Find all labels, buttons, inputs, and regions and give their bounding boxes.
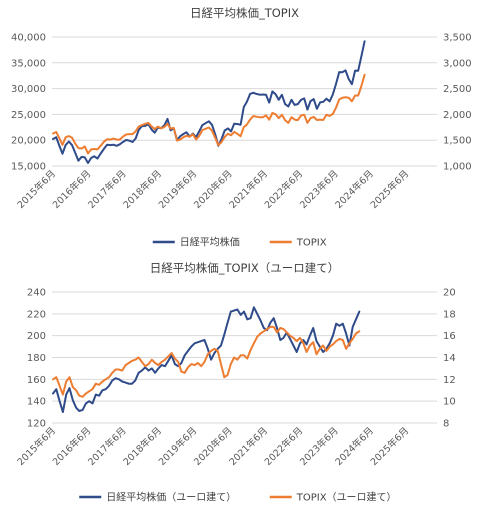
- y-right-tick-label: 10: [443, 397, 456, 408]
- series-line-topix: [52, 325, 361, 398]
- y-right-tick-label: 8: [443, 419, 449, 430]
- y-right-tick-label: 14: [443, 353, 456, 364]
- y-right-tick-label: 1,000: [443, 162, 472, 173]
- chart-title: 日経平均株価_TOPIX（ユーロ建て）: [150, 261, 340, 275]
- x-tick-label: 2025年6月: [368, 168, 411, 211]
- chart-title: 日経平均株価_TOPIX: [190, 6, 299, 20]
- y-right-tick-label: 2,000: [443, 110, 472, 121]
- legend-label: TOPIX: [296, 238, 327, 249]
- y-left-tick-label: 15,000: [11, 162, 46, 173]
- y-right-tick-label: 12: [443, 375, 456, 386]
- chart-2: 日経平均株価_TOPIX（ユーロ建て） 120 8 140 10 160 12 180 14 20…: [15, 261, 456, 504]
- y-left-tick-label: 180: [27, 353, 46, 364]
- legend-label: 日経平均株価（ユーロ建て）: [106, 491, 236, 504]
- y-left-tick-label: 40,000: [11, 33, 46, 44]
- y-right-tick-label: 16: [443, 331, 456, 342]
- chart-1: 日経平均株価_TOPIX 15,000 1,000 20,000 1,500 25,000…: [11, 6, 472, 249]
- y-right-tick-label: 3,500: [443, 33, 472, 44]
- y-left-tick-label: 140: [27, 397, 46, 408]
- y-left-tick-label: 30,000: [11, 84, 46, 95]
- y-right-tick-label: 20: [443, 288, 456, 299]
- y-right-tick-label: 18: [443, 309, 456, 320]
- series-line-nikkei: [52, 306, 361, 414]
- y-left-tick-label: 25,000: [11, 110, 46, 121]
- y-left-tick-label: 20,000: [11, 136, 46, 147]
- y-left-tick-label: 240: [27, 288, 46, 299]
- legend-label: 日経平均株価: [180, 236, 240, 249]
- legend: 日経平均株価 TOPIX: [152, 236, 327, 249]
- y-left-tick-label: 160: [27, 375, 46, 386]
- y-left-tick-label: 120: [27, 419, 46, 430]
- y-left-tick-label: 35,000: [11, 58, 46, 69]
- legend-label: TOPIX（ユーロ建て）: [296, 491, 397, 504]
- y-left-tick-label: 220: [27, 309, 46, 320]
- series-line-topix: [52, 73, 366, 155]
- series-line-nikkei: [52, 40, 366, 164]
- y-right-tick-label: 1,500: [443, 136, 472, 147]
- y-right-tick-label: 2,500: [443, 84, 472, 95]
- y-right-tick-label: 3,000: [443, 58, 472, 69]
- x-tick-label: 2025年6月: [368, 425, 411, 468]
- y-left-tick-label: 200: [27, 331, 46, 342]
- legend: 日経平均株価（ユーロ建て） TOPIX（ユーロ建て）: [79, 491, 397, 504]
